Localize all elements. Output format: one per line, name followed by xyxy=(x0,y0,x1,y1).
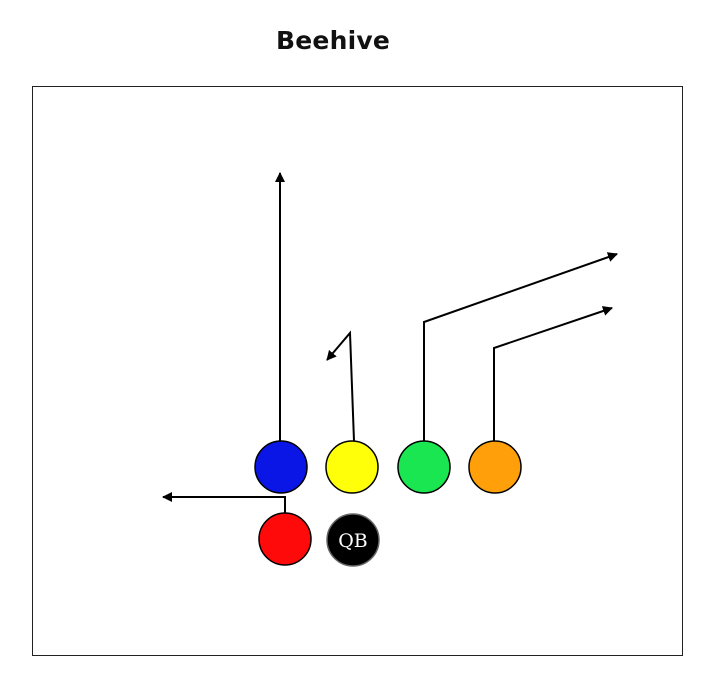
green-player xyxy=(397,440,451,494)
qb-player xyxy=(326,513,380,567)
yellow-route-stick xyxy=(326,330,355,442)
red-player xyxy=(258,512,312,566)
orange-player xyxy=(468,440,522,494)
yellow-player xyxy=(325,440,379,494)
blue-player xyxy=(254,440,308,494)
green-route-corner xyxy=(423,252,618,441)
red-route-flat xyxy=(162,492,286,514)
play-title: Beehive xyxy=(276,26,390,55)
orange-route-corner xyxy=(493,306,613,441)
qb-label: QB xyxy=(338,530,368,552)
